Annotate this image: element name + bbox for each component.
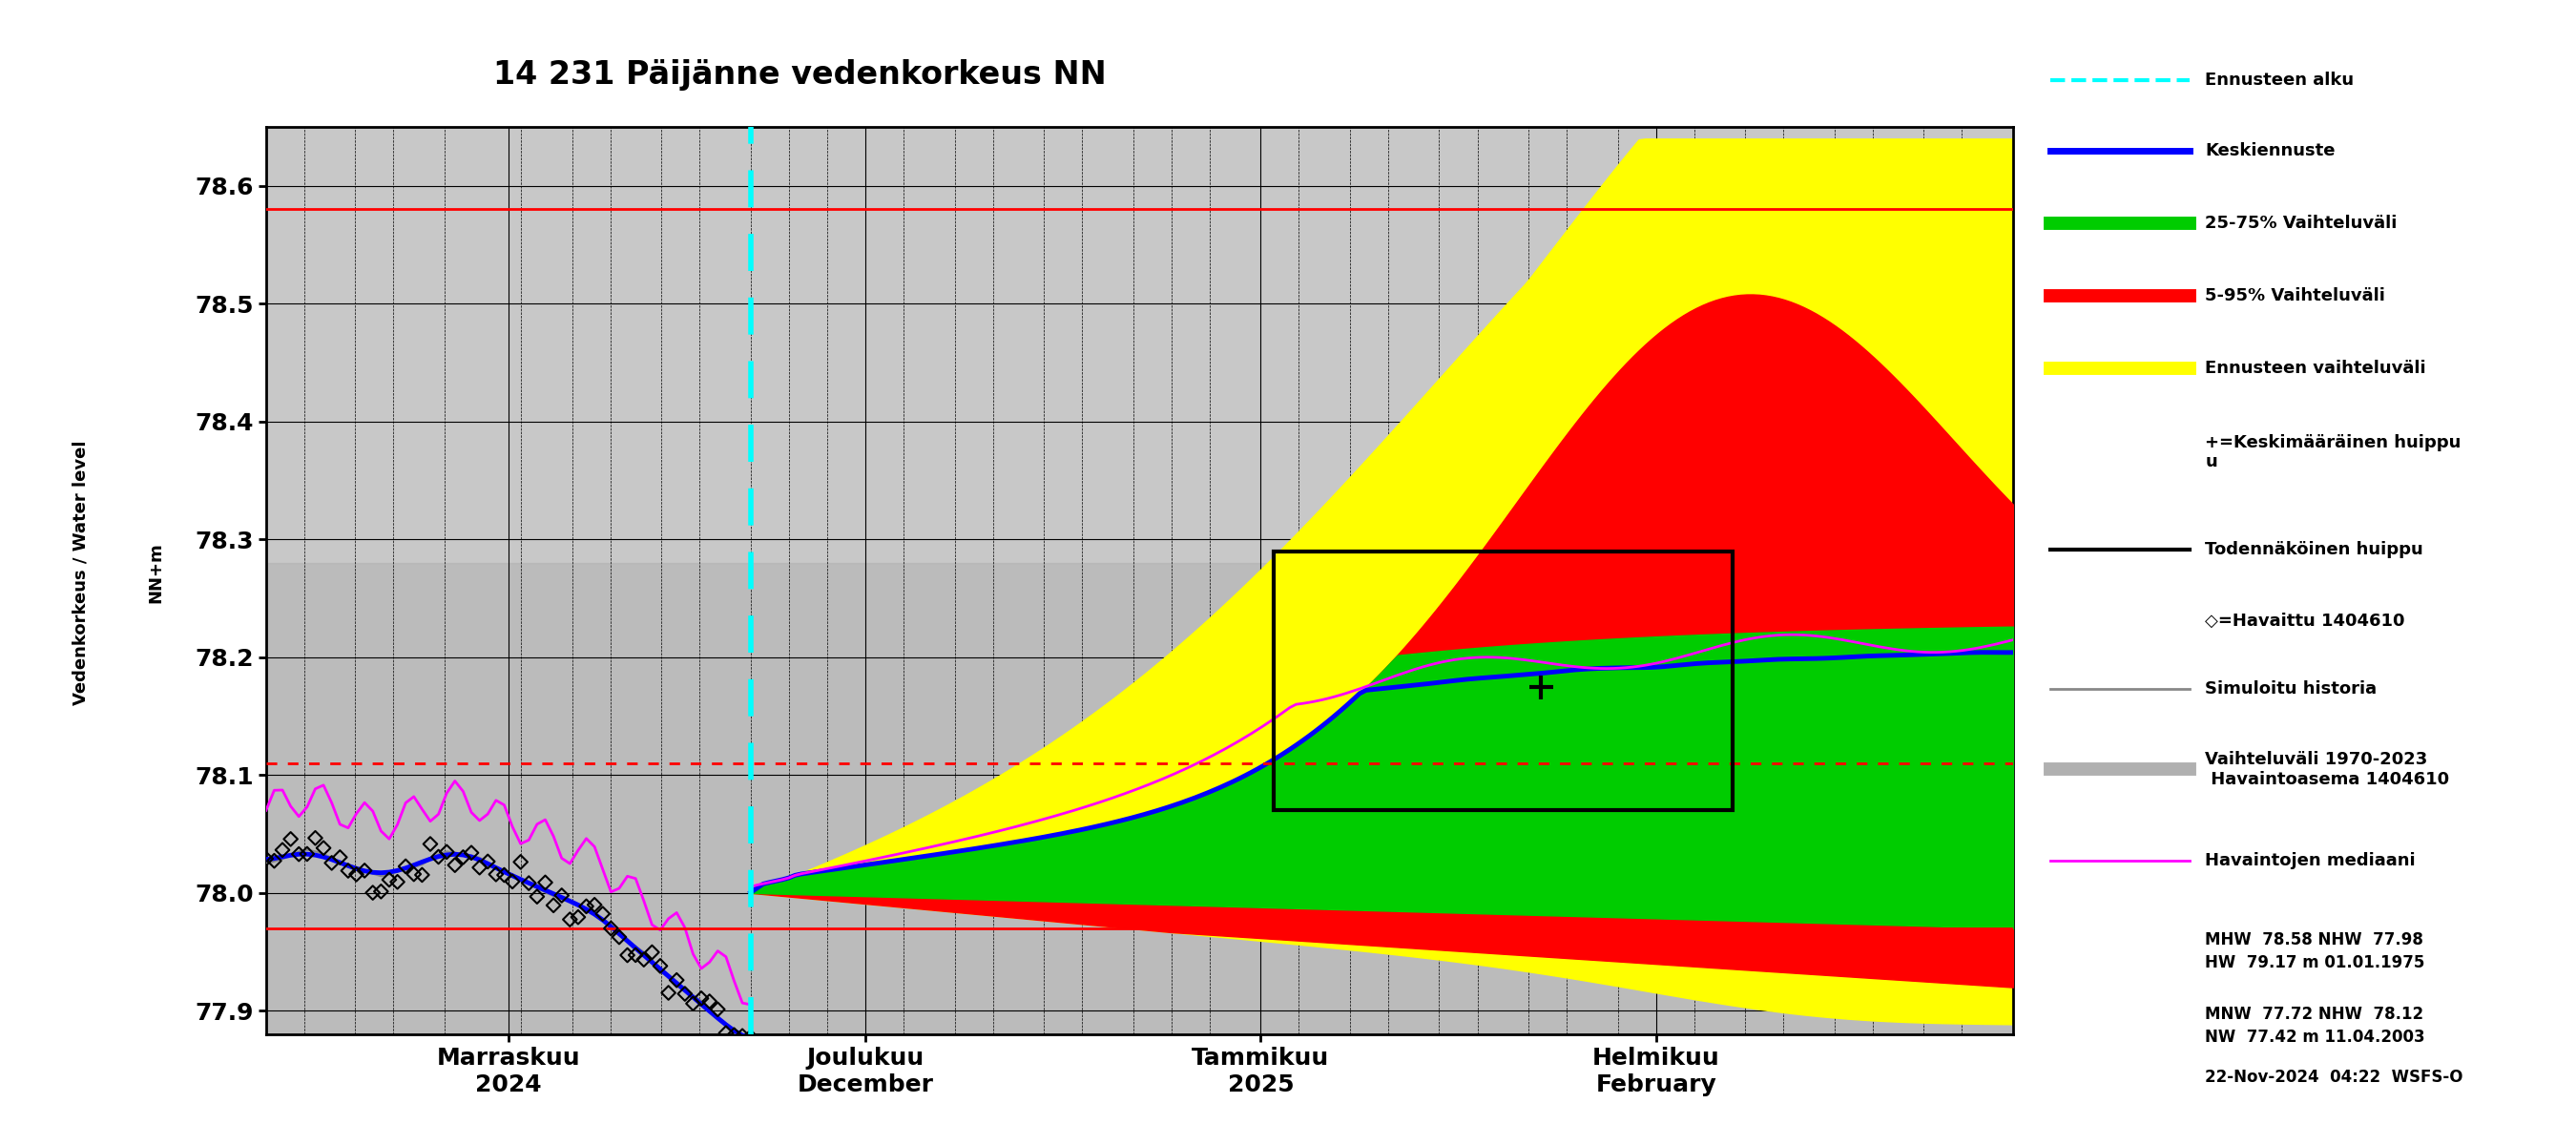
Point (598, 927, 639, 946)
Point (721, 1027, 762, 1045)
Text: Vedenkorkeus / Water level: Vedenkorkeus / Water level (72, 440, 90, 705)
Text: MNW  77.72 NHW  78.12: MNW 77.72 NHW 78.12 (2205, 1005, 2424, 1022)
Point (590, 919, 631, 938)
Point (556, 908, 598, 926)
Point (665, 985, 706, 1003)
Point (319, 848, 361, 867)
Point (417, 847, 459, 866)
Bar (1273, 551, 1734, 811)
Text: ◇=Havaittu 1404610: ◇=Havaittu 1404610 (2205, 611, 2406, 629)
Point (402, 866, 443, 884)
Point (608, 946, 649, 964)
Text: Simuloitu historia: Simuloitu historia (2205, 680, 2378, 697)
Point (631, 943, 672, 962)
Point (680, 989, 721, 1008)
Point (623, 950, 665, 969)
Point (294, 829, 335, 847)
Point (312, 854, 353, 872)
Point (484, 866, 526, 884)
Point (435, 856, 477, 875)
Point (477, 866, 518, 884)
Point (492, 872, 533, 891)
Text: Vaihteluväli 1970-2023
 Havaintoasema 1404610: Vaihteluväli 1970-2023 Havaintoasema 140… (2205, 751, 2450, 788)
Text: Todennäköinen huippu: Todennäköinen huippu (2205, 540, 2424, 558)
Text: +=Keskimääräinen huippu
u: +=Keskimääräinen huippu u (2205, 434, 2460, 471)
Point (252, 852, 294, 870)
Point (286, 845, 327, 863)
Point (526, 874, 567, 892)
Point (278, 845, 319, 863)
Point (345, 861, 386, 879)
Point (353, 884, 394, 902)
Point (466, 852, 507, 870)
Point (327, 861, 368, 879)
Text: 25-75% Vaihteluväli: 25-75% Vaihteluväli (2205, 214, 2398, 231)
Point (582, 905, 623, 923)
Point (304, 839, 345, 858)
Point (672, 994, 714, 1012)
Point (639, 957, 680, 976)
Point (384, 858, 425, 876)
Text: 22-Nov-2024  04:22  WSFS-O: 22-Nov-2024 04:22 WSFS-O (2205, 1068, 2463, 1085)
Point (567, 898, 608, 916)
Point (451, 844, 492, 862)
Text: Ennusteen vaihteluväli: Ennusteen vaihteluväli (2205, 360, 2427, 377)
Point (698, 1001, 739, 1019)
Point (335, 866, 376, 884)
Point (245, 850, 286, 868)
Point (368, 870, 410, 889)
Point (459, 859, 500, 877)
Point (425, 843, 466, 861)
Point (500, 853, 541, 871)
Point (376, 872, 417, 891)
Text: Ennusteen alku: Ennusteen alku (2205, 71, 2354, 88)
Point (729, 1028, 770, 1047)
Point (515, 887, 556, 906)
Point (657, 971, 698, 989)
Text: 14 231 Päijänne vedenkorkeus NN: 14 231 Päijänne vedenkorkeus NN (492, 60, 1105, 90)
Point (507, 874, 549, 892)
Point (270, 830, 312, 848)
Text: Havaintojen mediaani: Havaintojen mediaani (2205, 852, 2416, 870)
Text: NW  77.42 m 11.04.2003: NW 77.42 m 11.04.2003 (2205, 1028, 2424, 1045)
Point (574, 895, 616, 914)
Text: 5-95% Vaihteluväli: 5-95% Vaihteluväli (2205, 286, 2385, 303)
Point (688, 993, 729, 1011)
Point (541, 886, 582, 905)
Text: HW  79.17 m 01.01.1975: HW 79.17 m 01.01.1975 (2205, 954, 2424, 971)
Point (443, 848, 484, 867)
Point (714, 1026, 755, 1044)
Point (410, 835, 451, 853)
Point (616, 946, 657, 964)
Point (706, 1024, 747, 1042)
Point (549, 910, 590, 929)
Point (533, 897, 574, 915)
Text: MHW  78.58 NHW  77.98: MHW 78.58 NHW 77.98 (2205, 931, 2424, 948)
Point (394, 864, 435, 883)
Point (647, 984, 688, 1002)
Point (361, 883, 402, 901)
Text: NN+m: NN+m (147, 542, 165, 603)
Text: Keskiennuste: Keskiennuste (2205, 143, 2336, 160)
Point (263, 840, 304, 859)
